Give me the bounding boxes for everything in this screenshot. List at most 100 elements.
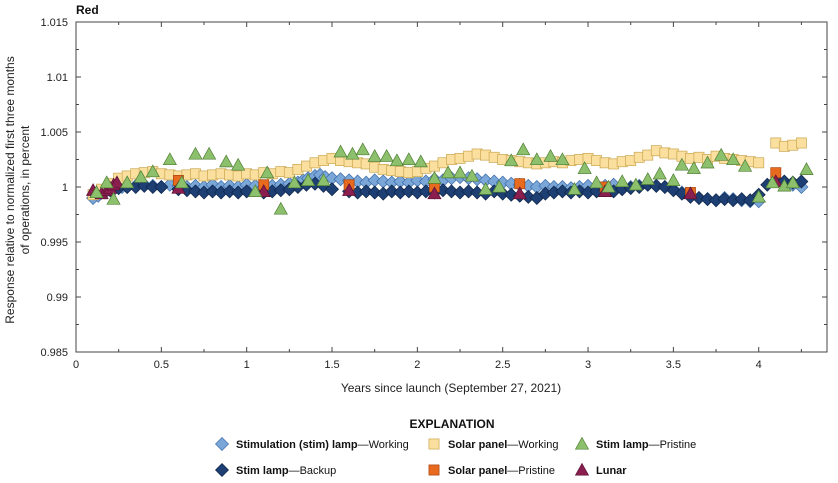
series-5-point (413, 154, 428, 168)
series-1-point (154, 180, 169, 194)
series-5-point (589, 175, 604, 189)
y-tick-label-5: 1.01 (47, 72, 68, 84)
legend-marker-1 (428, 438, 440, 450)
series-5-point (333, 144, 348, 158)
chart-title: Red (76, 3, 99, 17)
series-5-point (464, 168, 480, 182)
series-5-point (700, 155, 715, 169)
series-5-point (492, 179, 507, 193)
series-4-point (341, 183, 357, 196)
series-5-point (427, 170, 442, 184)
series-5-point (714, 147, 729, 161)
series-5-point (162, 152, 177, 166)
y-axis-title: Response relative to normalized first th… (3, 56, 32, 323)
series-5-point (529, 152, 544, 166)
series-5-point (478, 181, 493, 195)
series-5 (89, 142, 814, 215)
series-4-point (683, 186, 698, 200)
series-5-point (355, 142, 370, 156)
series-5-point (452, 165, 468, 179)
legend: Stimulation (stim) lamp—Working Solar pan… (215, 436, 696, 477)
legend-marker-5 (574, 462, 590, 476)
y-axis-title-line-1: Response relative to normalized first th… (3, 56, 17, 323)
series-5-point (219, 154, 234, 168)
series-4-point (512, 186, 527, 200)
series-5-point (379, 148, 394, 162)
series-4-point (427, 186, 442, 200)
series-5-point (188, 146, 203, 160)
series-5-point (601, 179, 616, 193)
series-1-point (222, 184, 237, 199)
legend-entry-1: Solar panel—Working (448, 439, 558, 451)
series-5-point (555, 152, 570, 166)
legend-marker-0 (215, 437, 229, 451)
series-5-point (640, 172, 655, 185)
series-5-point (301, 173, 316, 186)
series-5-point (89, 185, 104, 199)
axis-ticks: 0 0.5 1 1.5 2 2.5 3 3.5 4 0.985 0.99 0.995 1 1.005 1.0… (40, 17, 827, 371)
series-1-point (555, 184, 570, 199)
series-5-point (686, 161, 701, 174)
series-1-point (700, 192, 715, 207)
series-1-point (205, 184, 220, 199)
series-5-point (577, 161, 592, 174)
x-tick-label-3: 1.5 (324, 359, 339, 371)
series-5-point (389, 153, 404, 167)
series-1-point (367, 185, 382, 200)
series-5-point (628, 177, 643, 191)
series-4-point (109, 175, 125, 189)
series-5-point (401, 152, 416, 166)
legend-entry-1-rest: —Working (507, 439, 558, 451)
x-axis-title: Years since launch (September 27, 2021) (341, 381, 561, 395)
series-1-point (384, 184, 399, 199)
series-5-point (516, 142, 531, 156)
series-2-point (753, 157, 765, 169)
legend-entry-0-rest: —Working (358, 439, 409, 451)
legend-entry-5-bold: Lunar (596, 465, 627, 477)
legend-entry-5: Lunar (596, 465, 627, 477)
series-5-point (674, 157, 690, 171)
series-5-point (231, 157, 246, 171)
series-5-point (737, 158, 753, 172)
legend-entry-2-rest: —Pristine (649, 439, 697, 451)
legend-marker-3 (215, 463, 229, 477)
legend-entry-4-bold: Solar panel (448, 465, 507, 477)
x-tick-label-5: 2.5 (495, 359, 510, 371)
y-tick-label-2: 0.995 (40, 237, 68, 249)
y-tick-label-3: 1 (62, 182, 68, 194)
series-4-point (256, 184, 271, 197)
x-tick-label-7: 3.5 (666, 359, 681, 371)
legend-entry-3-rest: —Backup (289, 465, 337, 477)
legend-entry-2-bold: Stim lamp (596, 439, 649, 451)
series-5-point (287, 175, 302, 189)
series-5-point (273, 201, 288, 215)
series-5-point (133, 169, 148, 183)
series-5-point (615, 174, 630, 188)
series-5-point (316, 173, 331, 186)
y-tick-label-4: 1.005 (40, 127, 68, 139)
series-2-point (795, 137, 807, 149)
series-1-point (401, 184, 416, 199)
series-1-point (734, 192, 749, 207)
legend-entry-4: Solar panel—Pristine (448, 465, 555, 477)
series-5-point (260, 165, 275, 179)
series-5-point (504, 153, 519, 167)
series-5-point (345, 146, 360, 160)
series-5-point (202, 146, 217, 160)
x-tick-label-8: 4 (756, 359, 762, 371)
legend-heading: EXPLANATION (409, 417, 494, 431)
series-1-point (461, 184, 476, 199)
series-1-point (188, 184, 203, 199)
series-5-point (765, 175, 780, 189)
series-5-point (99, 175, 114, 189)
series-5-point (799, 162, 814, 175)
series-5-point (145, 164, 160, 178)
legend-entry-1-bold: Solar panel (448, 439, 507, 451)
series-5-point (652, 166, 667, 180)
series-5-point (248, 184, 263, 197)
series-1-point (717, 192, 732, 207)
data-marks (85, 137, 814, 215)
series-5-point (567, 181, 582, 195)
legend-entry-2: Stim lamp—Pristine (596, 439, 696, 451)
legend-entry-3: Stim lamp—Backup (236, 465, 336, 477)
